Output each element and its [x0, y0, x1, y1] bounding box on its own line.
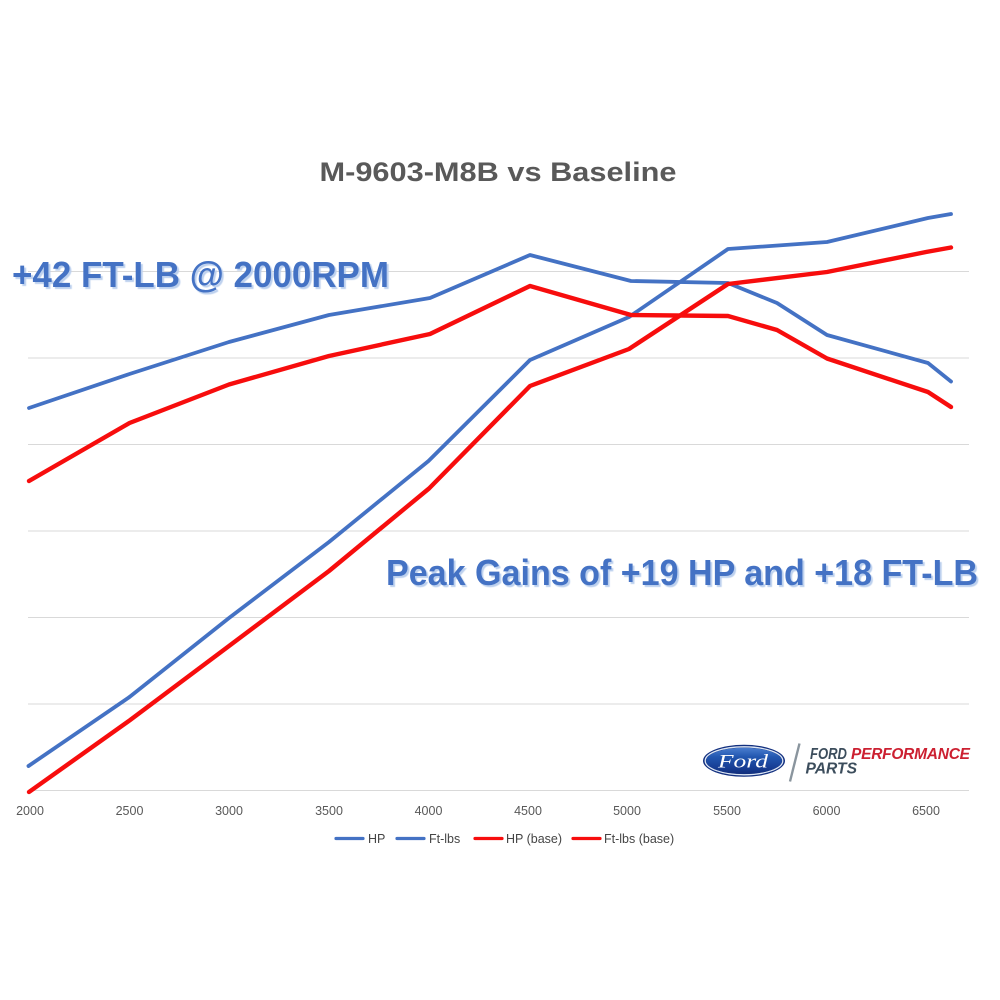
svg-text:HP: HP	[368, 832, 385, 846]
svg-text:2000: 2000	[16, 804, 44, 818]
svg-text:M-9603-M8B vs Baseline: M-9603-M8B vs Baseline	[320, 157, 677, 187]
svg-text:FORD: FORD	[810, 746, 847, 763]
svg-text:+42 FT-LB @ 2000RPM: +42 FT-LB @ 2000RPM	[12, 254, 389, 295]
svg-text:3000: 3000	[215, 804, 243, 818]
svg-text:Ft-lbs: Ft-lbs	[429, 832, 460, 846]
svg-text:5000: 5000	[613, 804, 641, 818]
svg-text:4500: 4500	[514, 804, 542, 818]
svg-text:PARTS: PARTS	[806, 761, 858, 778]
svg-text:6500: 6500	[912, 804, 940, 818]
svg-text:5500: 5500	[713, 804, 741, 818]
svg-text:Peak Gains of +19 HP and +18 F: Peak Gains of +19 HP and +18 FT-LB	[386, 552, 978, 593]
svg-text:2500: 2500	[116, 804, 144, 818]
svg-text:Ft-lbs (base): Ft-lbs (base)	[604, 832, 674, 846]
svg-text:Ford: Ford	[717, 752, 769, 773]
svg-text:4000: 4000	[415, 804, 443, 818]
svg-text:6000: 6000	[813, 804, 841, 818]
svg-text:3500: 3500	[315, 804, 343, 818]
svg-text:HP (base): HP (base)	[506, 832, 562, 846]
svg-text:PERFORMANCE: PERFORMANCE	[851, 746, 971, 763]
